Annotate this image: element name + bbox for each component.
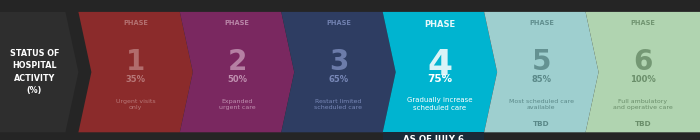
Text: 35%: 35%: [125, 75, 146, 84]
Text: PHASE: PHASE: [424, 20, 456, 29]
FancyBboxPatch shape: [383, 132, 484, 140]
Text: PHASE: PHASE: [225, 20, 249, 26]
Polygon shape: [383, 12, 497, 132]
Text: 85%: 85%: [531, 75, 552, 84]
Text: PHASE: PHASE: [326, 20, 351, 26]
Text: 4: 4: [428, 48, 452, 82]
Text: 100%: 100%: [630, 75, 656, 84]
Text: Restart limited
scheduled care: Restart limited scheduled care: [314, 99, 363, 110]
Text: PHASE: PHASE: [630, 20, 655, 26]
Text: 2: 2: [228, 48, 246, 76]
Text: 6: 6: [633, 48, 652, 76]
Polygon shape: [281, 12, 396, 132]
Text: PHASE: PHASE: [123, 20, 148, 26]
Text: TBD: TBD: [634, 121, 651, 127]
Text: TBD: TBD: [533, 121, 550, 127]
Text: AS OF JULY 6: AS OF JULY 6: [403, 135, 464, 140]
Text: 3: 3: [329, 48, 348, 76]
Text: 50%: 50%: [227, 75, 247, 84]
Text: Full ambulatory
and operative care: Full ambulatory and operative care: [613, 99, 673, 110]
Polygon shape: [180, 12, 294, 132]
Text: 65%: 65%: [328, 75, 349, 84]
Polygon shape: [78, 12, 193, 132]
Text: 1: 1: [126, 48, 145, 76]
Text: 5: 5: [531, 48, 551, 76]
Polygon shape: [484, 12, 598, 132]
Polygon shape: [586, 12, 700, 132]
Text: Gradually increase
scheduled care: Gradually increase scheduled care: [407, 97, 472, 111]
Text: PHASE: PHASE: [529, 20, 554, 26]
Text: STATUS OF
HOSPITAL
ACTIVITY
(%): STATUS OF HOSPITAL ACTIVITY (%): [10, 49, 60, 95]
Text: 75%: 75%: [428, 74, 452, 84]
Text: Expanded
urgent care: Expanded urgent care: [218, 99, 256, 110]
Polygon shape: [0, 12, 78, 132]
Text: Most scheduled care
available: Most scheduled care available: [509, 99, 574, 110]
Text: Urgent visits
only: Urgent visits only: [116, 99, 155, 110]
